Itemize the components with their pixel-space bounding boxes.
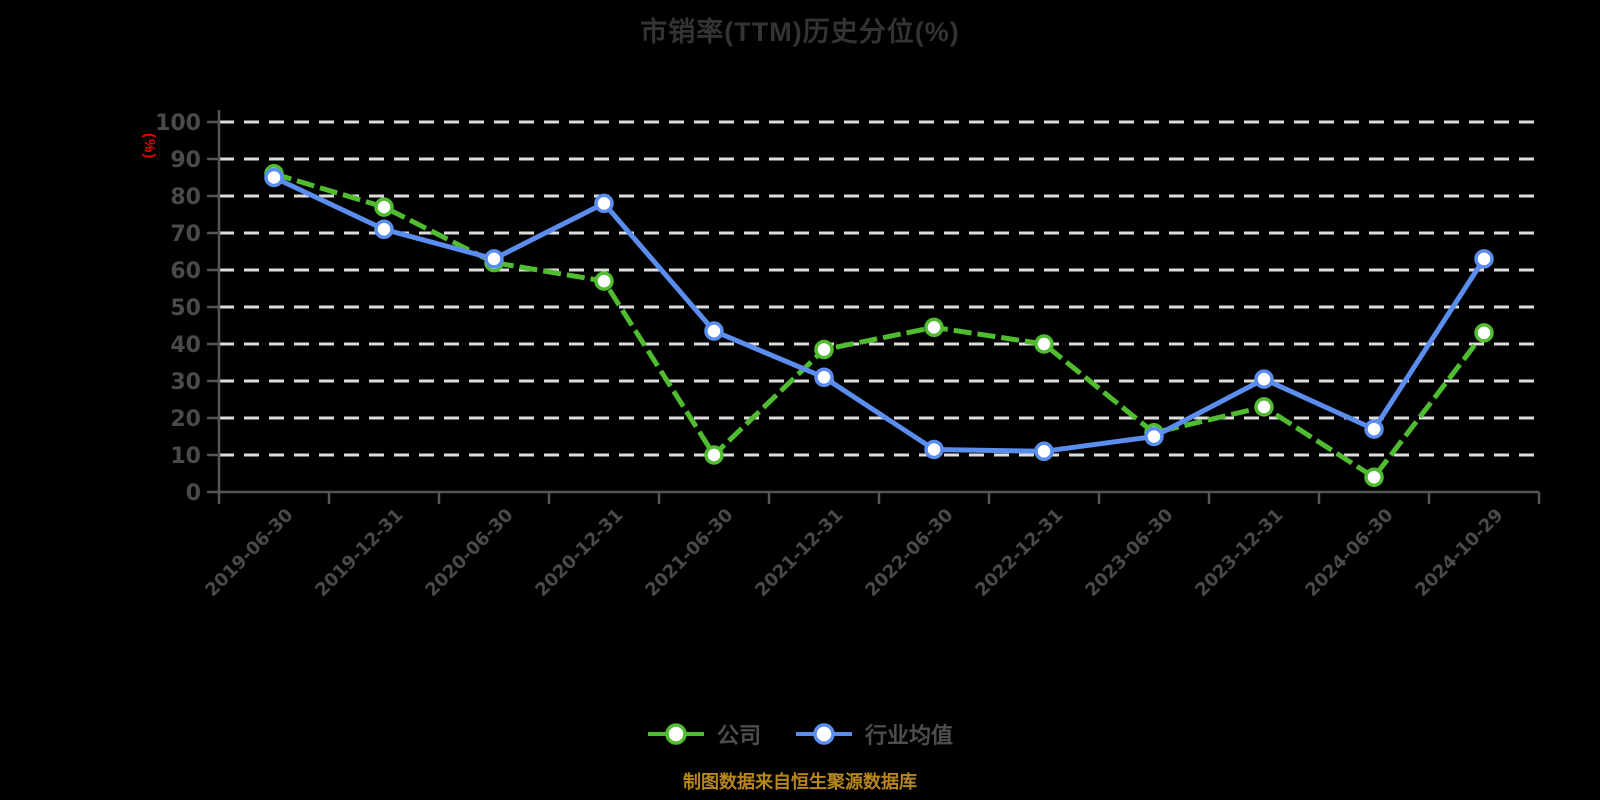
y-tick-label: 90 bbox=[170, 148, 201, 173]
x-tick-label: 2022-12-31 bbox=[971, 505, 1067, 601]
y-tick-label: 80 bbox=[170, 185, 201, 210]
company-line bbox=[273, 171, 1486, 480]
x-tick-label: 2021-12-31 bbox=[751, 505, 847, 601]
y-tick-label: 10 bbox=[170, 444, 201, 469]
industry-point-11[interactable] bbox=[1474, 249, 1494, 269]
company-point-10[interactable] bbox=[1364, 467, 1384, 487]
company-point-9[interactable] bbox=[1254, 397, 1274, 417]
x-tick-label: 2020-06-30 bbox=[421, 505, 517, 601]
company-series-marker bbox=[647, 723, 704, 745]
legend-label-company: 公司 bbox=[716, 723, 761, 748]
y-tick-label: 100 bbox=[155, 111, 201, 136]
y-tick-label: 50 bbox=[170, 296, 201, 321]
industry-point-4[interactable] bbox=[704, 321, 724, 341]
industry-point-3[interactable] bbox=[594, 193, 614, 214]
x-tick-label: 2020-12-31 bbox=[531, 505, 627, 601]
x-tick-label: 2024-06-30 bbox=[1301, 505, 1397, 601]
industry-point-2[interactable] bbox=[484, 249, 504, 269]
industry-point-6[interactable] bbox=[924, 439, 944, 460]
y-tick-label: 30 bbox=[170, 370, 201, 395]
company-point-6[interactable] bbox=[924, 317, 944, 338]
y-tick-label: 0 bbox=[186, 481, 201, 506]
x-tick-label: 2023-12-31 bbox=[1191, 505, 1287, 601]
x-tick-label: 2024-10-29 bbox=[1411, 505, 1507, 601]
industry-point-1[interactable] bbox=[374, 219, 394, 240]
y-tick-label: 40 bbox=[170, 333, 201, 358]
x-tick-label: 2023-06-30 bbox=[1081, 505, 1177, 601]
company-point-7[interactable] bbox=[1034, 334, 1054, 354]
industry-point-10[interactable] bbox=[1364, 419, 1384, 439]
x-tick-label: 2021-06-30 bbox=[641, 505, 737, 601]
legend: 公司 行业均值 bbox=[0, 718, 1600, 750]
company-point-11[interactable] bbox=[1474, 323, 1494, 343]
industry-point-7[interactable] bbox=[1034, 441, 1054, 462]
y-axis-unit-label: (%) bbox=[141, 133, 158, 160]
legend-item-company[interactable]: 公司 bbox=[647, 718, 761, 750]
industry-line bbox=[272, 175, 1487, 454]
industry-point-8[interactable] bbox=[1144, 426, 1164, 447]
industry-point-0[interactable] bbox=[264, 167, 284, 188]
company-point-3[interactable] bbox=[594, 271, 614, 291]
company-point-5[interactable] bbox=[814, 339, 834, 360]
y-tick-label: 60 bbox=[170, 259, 201, 284]
legend-label-industry: 行业均值 bbox=[865, 723, 954, 748]
industry-series-marker bbox=[796, 723, 852, 745]
data-source-note: 制图数据来自恒生聚源数据库 bbox=[683, 772, 917, 792]
x-tick-label: 2019-12-31 bbox=[311, 505, 407, 601]
chart-title: 市销率(TTM)历史分位(%) bbox=[640, 17, 960, 47]
industry-point-9[interactable] bbox=[1254, 369, 1274, 389]
industry-point-5[interactable] bbox=[814, 367, 834, 388]
x-tick-label: 2019-06-30 bbox=[201, 505, 297, 601]
y-tick-label: 20 bbox=[170, 407, 201, 432]
x-tick-label: 2022-06-30 bbox=[861, 505, 957, 601]
company-point-4[interactable] bbox=[704, 445, 724, 465]
legend-item-industry[interactable]: 行业均值 bbox=[795, 718, 953, 750]
company-point-1[interactable] bbox=[374, 197, 394, 217]
y-tick-label: 70 bbox=[170, 222, 201, 247]
